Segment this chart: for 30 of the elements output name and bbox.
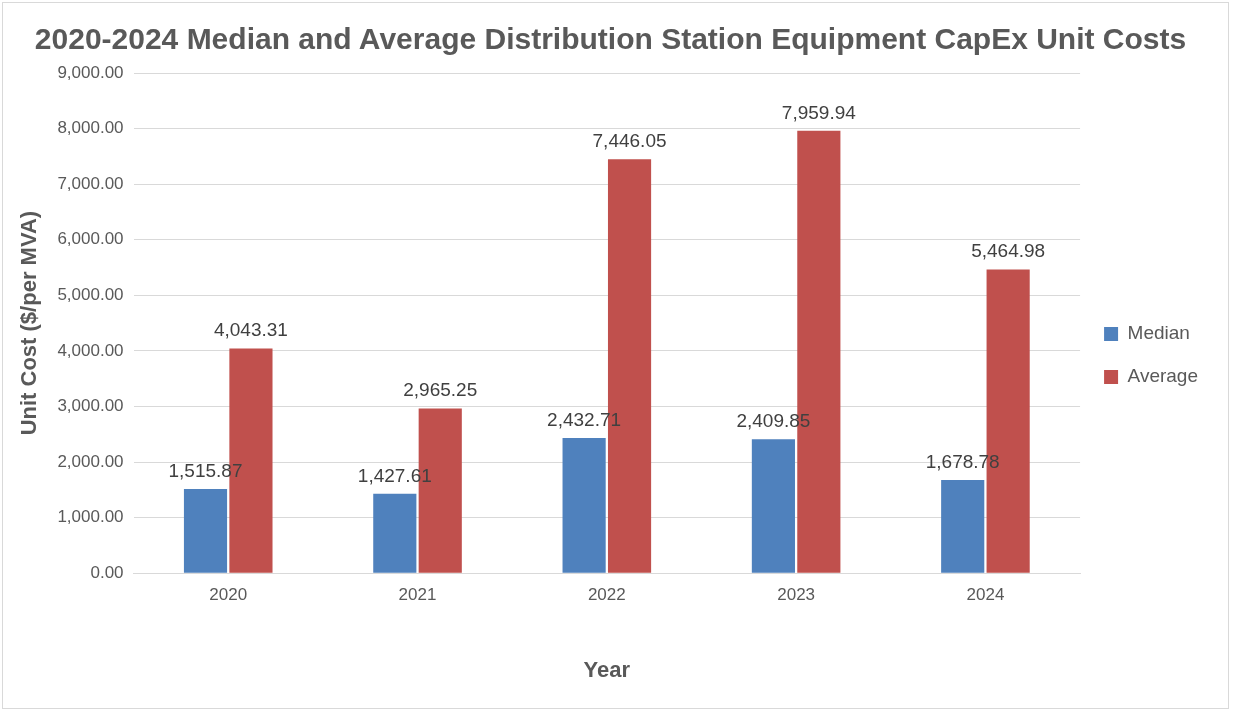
x-tick-label: 2022 bbox=[587, 585, 626, 605]
bar bbox=[751, 439, 795, 573]
y-tick-label: 8,000.00 bbox=[57, 118, 124, 138]
data-label: 4,043.31 bbox=[213, 319, 288, 341]
y-axis-title: Unit Cost ($/per MVA) bbox=[16, 210, 42, 436]
x-tick-label: 2021 bbox=[398, 585, 437, 605]
chart-title: 2020-2024 Median and Average Distribution Station Equipment CapEx Unit Costs bbox=[34, 22, 1187, 56]
y-tick-label: 9,000.00 bbox=[57, 62, 124, 82]
y-tick-label: 4,000.00 bbox=[57, 340, 124, 360]
bar bbox=[373, 493, 417, 573]
data-label: 5,464.98 bbox=[971, 240, 1046, 262]
legend-label: Median bbox=[1127, 322, 1190, 344]
x-tick-label: 2024 bbox=[966, 585, 1005, 605]
legend-label: Average bbox=[1127, 365, 1199, 387]
y-tick-label: 6,000.00 bbox=[57, 229, 124, 249]
x-tick-label: 2020 bbox=[209, 585, 248, 605]
y-tick-label: 1,000.00 bbox=[57, 507, 124, 527]
data-label: 7,959.94 bbox=[781, 101, 857, 123]
y-tick-label: 0.00 bbox=[90, 562, 124, 582]
data-label: 7,446.05 bbox=[592, 130, 667, 152]
bar bbox=[183, 488, 228, 573]
data-label: 2,965.25 bbox=[403, 379, 478, 401]
x-axis-title: Year bbox=[583, 656, 631, 682]
y-tick-label: 3,000.00 bbox=[57, 396, 124, 416]
y-tick-label: 5,000.00 bbox=[57, 285, 124, 304]
bar bbox=[941, 479, 985, 573]
y-tick-label: 7,000.00 bbox=[57, 173, 124, 193]
x-tick-label: 2023 bbox=[777, 585, 816, 605]
y-tick-label: 2,000.00 bbox=[57, 451, 124, 471]
bar bbox=[562, 438, 606, 573]
